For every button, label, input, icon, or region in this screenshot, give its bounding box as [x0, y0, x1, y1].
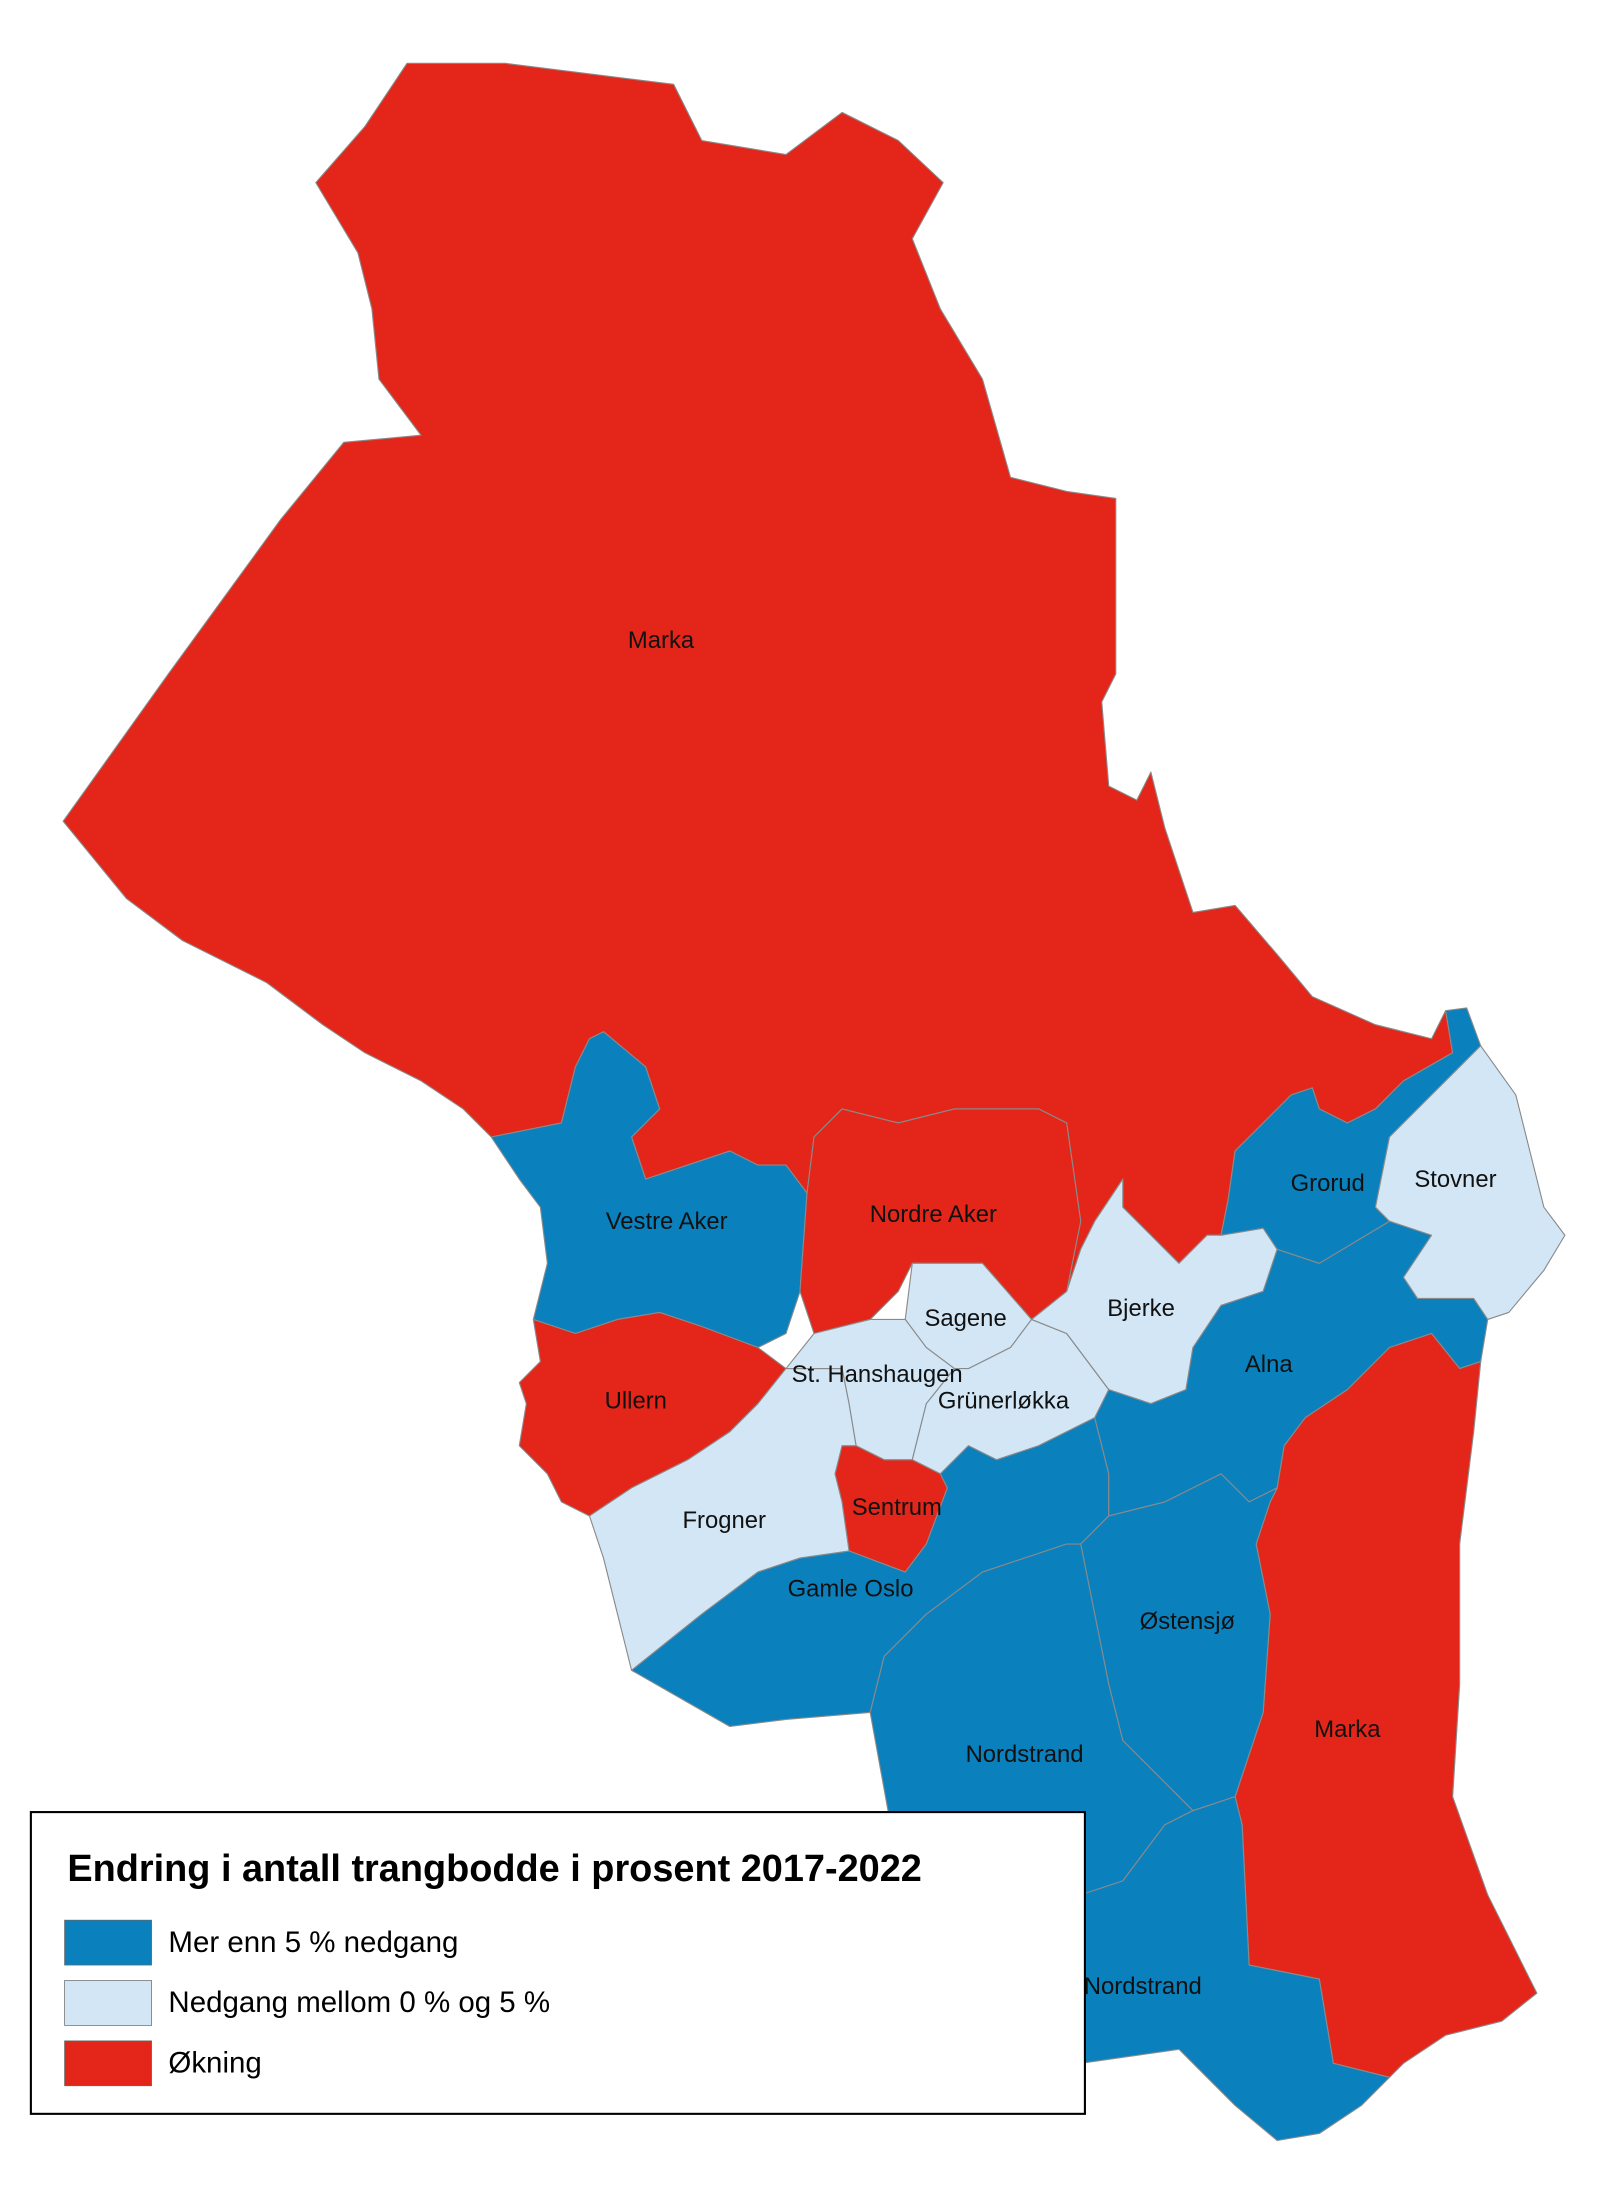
region-label: Vestre Aker [606, 1208, 728, 1235]
region-label: Alna [1245, 1351, 1293, 1378]
region [1374, 1045, 1566, 1321]
legend-label: Nedgang mellom 0 % og 5 % [168, 1986, 550, 2019]
region-label: St. Hanshaugen [792, 1361, 963, 1388]
region-label: Gamle Oslo [788, 1576, 914, 1603]
legend-swatch [64, 1980, 152, 2026]
legend-label: Mer enn 5 % nedgang [168, 1926, 458, 1959]
region-label: Nordstrand [966, 1741, 1084, 1768]
region-label: Stovner [1414, 1166, 1496, 1193]
region-label: Ullern [605, 1388, 667, 1415]
region-label: Sagene [925, 1305, 1007, 1332]
region-label: Bjerke [1107, 1295, 1175, 1322]
region [911, 1796, 1391, 2142]
region-label: Marka [1314, 1716, 1381, 1743]
region [62, 62, 1454, 1321]
legend: Endring i antall trangbodde i prosent 20… [29, 1811, 1086, 2115]
legend-label: Økning [168, 2047, 261, 2080]
region-labels: Marka Vestre Aker Ullern Frogner Nordre Aker… [605, 627, 1497, 2000]
legend-swatch [64, 2040, 152, 2087]
region-label: Sentrum [852, 1494, 942, 1521]
legend-box [29, 1811, 1086, 2115]
region-label: Marka [628, 627, 695, 654]
legend-title: Endring i antall trangbodde i prosent 20… [67, 1848, 921, 1890]
region-label: Nordre Aker [870, 1201, 997, 1228]
region-label: Østensjø [1140, 1608, 1236, 1635]
region-label: Grorud [1291, 1170, 1365, 1197]
region-label: Frogner [682, 1507, 766, 1534]
region [490, 1031, 808, 1349]
legend-swatch [64, 1919, 152, 1966]
regions [62, 62, 1566, 2142]
region-label: Grünerløkka [938, 1388, 1070, 1415]
